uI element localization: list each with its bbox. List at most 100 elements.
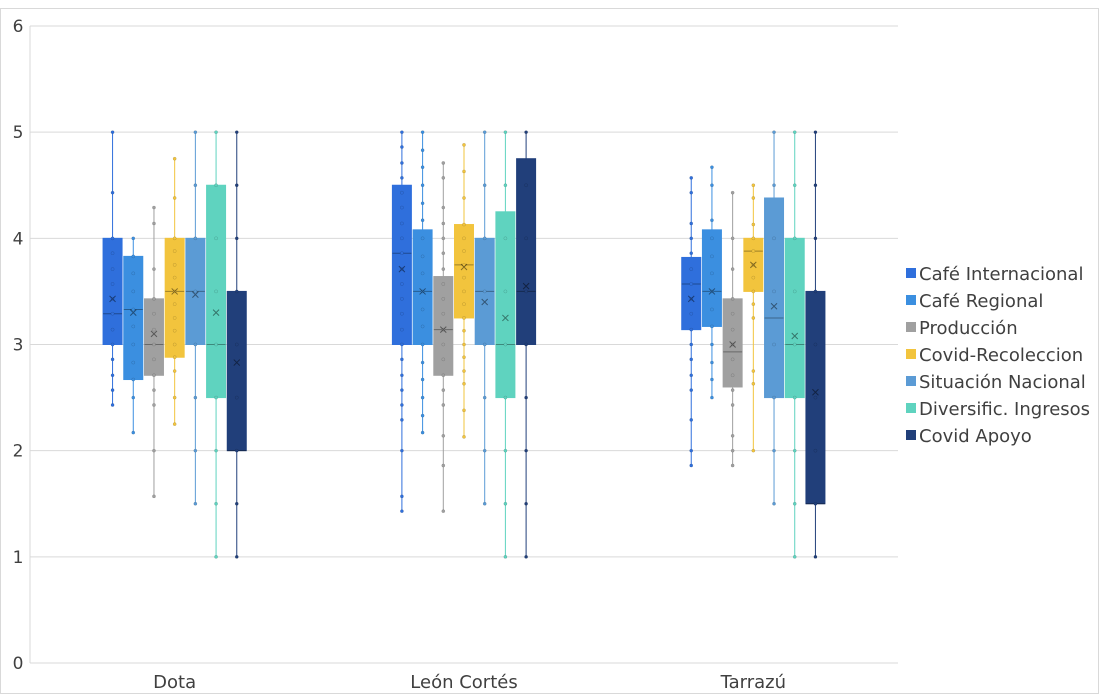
y-tick-label: 3 [13, 336, 24, 356]
data-point [152, 388, 156, 392]
data-point [441, 236, 446, 241]
legend-label: Diversific. Ingresos [919, 399, 1090, 420]
data-point [751, 275, 756, 280]
box-iqr [784, 237, 805, 399]
data-point [400, 342, 404, 347]
box-5-2 [784, 130, 805, 559]
data-point [214, 555, 218, 559]
mean-marker [109, 295, 116, 303]
data-point [689, 282, 694, 286]
data-point [152, 297, 156, 301]
data-point [813, 342, 818, 347]
data-point [172, 263, 177, 267]
data-point [730, 297, 735, 301]
data-point [193, 236, 198, 241]
data-point [441, 509, 446, 513]
data-point [751, 236, 756, 241]
data-point [152, 267, 156, 271]
data-point [172, 289, 177, 294]
data-point [503, 183, 508, 188]
data-point [462, 169, 466, 174]
mean-marker [708, 288, 716, 295]
data-point [193, 289, 198, 294]
mean-marker [502, 314, 509, 322]
data-point [689, 342, 694, 347]
data-point [193, 130, 198, 134]
data-point [193, 501, 198, 506]
data-point [482, 130, 487, 134]
data-point [441, 251, 446, 255]
box-3-1 [454, 143, 474, 439]
data-point [152, 311, 156, 316]
data-point [214, 501, 218, 506]
data-point [524, 183, 528, 188]
data-point [172, 236, 177, 241]
data-point [420, 413, 425, 418]
data-point [441, 373, 446, 378]
data-point [710, 271, 714, 276]
data-point [462, 236, 466, 241]
data-point [110, 251, 115, 255]
data-point [400, 145, 404, 149]
data-point [420, 271, 425, 276]
data-point [152, 373, 156, 378]
data-point [503, 448, 508, 453]
data-point [482, 448, 487, 453]
data-point [524, 130, 528, 134]
data-point [193, 395, 198, 400]
data-point [441, 221, 446, 226]
data-point [172, 316, 177, 320]
data-point [689, 267, 694, 271]
box-2-0 [143, 205, 164, 499]
data-point [420, 289, 425, 294]
data-point [813, 130, 818, 134]
mean-marker [192, 291, 199, 298]
x-category-label: Dota [153, 672, 196, 693]
legend-label: Situación Nacional [919, 372, 1086, 393]
mean-marker [749, 261, 757, 269]
data-point [152, 494, 156, 499]
box-1-0 [123, 236, 144, 435]
data-point [420, 254, 425, 259]
data-point [110, 267, 115, 271]
data-point [420, 148, 425, 153]
data-point [730, 463, 735, 468]
y-tick-label: 4 [13, 229, 24, 249]
x-axis: Dota León Cortés Tarrazú [153, 672, 786, 693]
data-point [131, 395, 136, 400]
data-point [420, 218, 425, 223]
legend-label: Café Internacional [919, 264, 1083, 285]
data-point [441, 161, 446, 165]
data-point [131, 360, 136, 365]
data-point [462, 289, 466, 294]
data-point [751, 289, 756, 294]
data-point [482, 395, 487, 400]
legend-label: Café Regional [919, 291, 1043, 312]
data-point [462, 381, 466, 386]
box-4-1 [474, 130, 495, 506]
data-point [172, 196, 177, 200]
data-point [772, 342, 776, 347]
data-point [441, 403, 446, 407]
data-point [751, 196, 756, 200]
box-6-1 [516, 130, 537, 559]
box-2-2 [722, 190, 743, 468]
legend-swatch [906, 295, 916, 305]
data-point [503, 130, 508, 134]
data-point [400, 161, 404, 165]
data-point [689, 418, 694, 422]
data-point [441, 176, 446, 180]
data-point [689, 357, 694, 362]
data-point [131, 236, 136, 241]
mean-marker [419, 288, 426, 295]
data-point [462, 316, 466, 320]
mean-marker [687, 295, 695, 303]
data-point [792, 555, 797, 559]
legend-label: Producción [919, 318, 1018, 339]
data-point [400, 236, 404, 241]
data-point [172, 328, 177, 333]
data-point [214, 183, 218, 188]
data-point [730, 190, 735, 195]
box-0-1 [391, 130, 412, 513]
